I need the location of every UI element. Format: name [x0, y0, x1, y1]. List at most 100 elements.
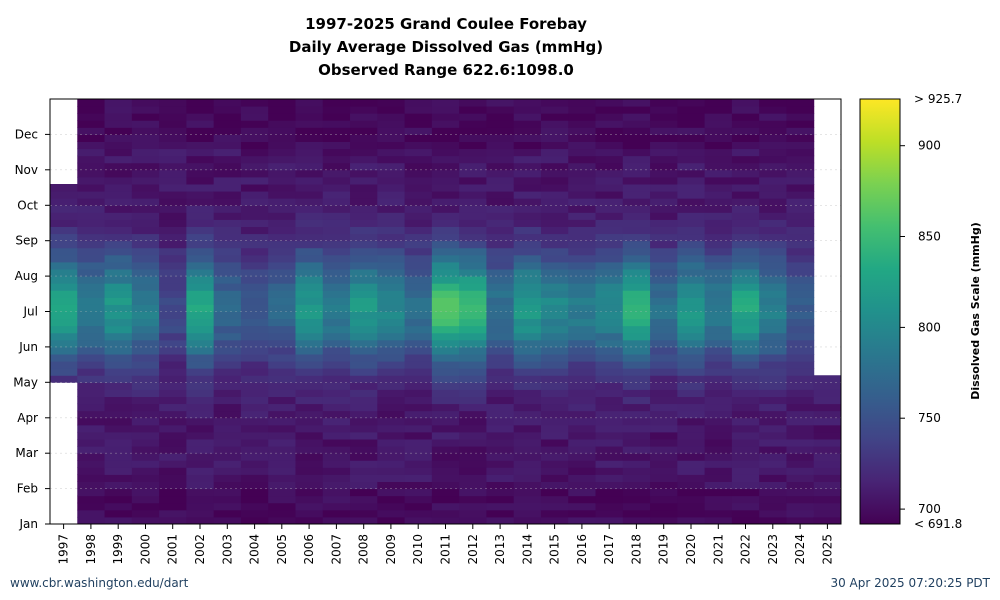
heat-cell	[677, 155, 706, 164]
heat-cell	[650, 509, 678, 518]
heat-cell	[786, 431, 815, 440]
heat-cell	[513, 354, 542, 362]
heat-cell	[677, 120, 706, 128]
x-tick-label: 2004	[248, 534, 262, 565]
heat-cell	[131, 113, 160, 121]
heat-cell	[295, 191, 324, 199]
colorbar	[859, 98, 901, 525]
heat-cell	[50, 261, 78, 270]
heat-cell	[213, 219, 242, 227]
heat-cell	[513, 254, 542, 263]
heat-cell	[268, 431, 296, 440]
heat-cell	[404, 361, 433, 369]
heat-cell	[513, 403, 542, 412]
heat-cell	[731, 226, 760, 235]
heat-cell	[377, 361, 406, 369]
heat-cell	[322, 460, 351, 468]
heat-cell	[677, 431, 706, 440]
heat-cell	[486, 198, 515, 206]
heat-cell	[350, 191, 378, 199]
heat-cell	[731, 410, 760, 419]
heat-cell	[404, 212, 433, 220]
heat-cell	[268, 516, 296, 525]
heat-cell	[268, 141, 296, 150]
heat-cell	[213, 290, 242, 298]
heat-cell	[159, 488, 187, 497]
heat-cell	[186, 304, 215, 312]
heat-cell	[513, 297, 542, 305]
heat-cell	[486, 332, 515, 341]
heat-cell	[622, 410, 651, 419]
heat-cell	[350, 396, 378, 405]
heat-cell	[240, 346, 269, 355]
heat-cell	[568, 474, 597, 482]
heat-cell	[295, 254, 324, 263]
heat-cell	[677, 113, 706, 121]
heat-cell	[568, 127, 597, 135]
heat-cell	[50, 254, 78, 263]
heat-cell	[404, 148, 433, 157]
heat-cell	[186, 240, 215, 249]
heat-cell	[568, 191, 597, 199]
heat-cell	[77, 439, 106, 447]
heat-cell	[213, 431, 242, 440]
heat-cell	[650, 361, 678, 369]
heat-cell	[322, 346, 351, 355]
heat-cell	[350, 460, 378, 468]
heat-cell	[377, 176, 406, 185]
heat-cell	[704, 106, 733, 114]
heat-cell	[486, 361, 515, 369]
heat-cell	[731, 516, 760, 525]
heat-cell	[77, 474, 106, 482]
heat-cell	[704, 191, 733, 199]
footer-timestamp: 30 Apr 2025 07:20:25 PDT	[830, 576, 990, 590]
heat-cell	[786, 233, 815, 242]
heat-cell	[295, 269, 324, 277]
heat-cell	[513, 184, 542, 192]
heat-cell	[131, 219, 160, 227]
heat-cell	[159, 99, 187, 107]
footer-source[interactable]: www.cbr.washington.edu/dart	[10, 576, 189, 590]
heat-cell	[77, 226, 106, 235]
heat-cell	[350, 134, 378, 142]
heat-cell	[77, 346, 106, 355]
heatmap-cells	[50, 99, 842, 525]
heat-cell	[731, 120, 760, 128]
heat-cell	[813, 467, 842, 475]
heat-cell	[240, 325, 269, 334]
heat-cell	[350, 276, 378, 284]
heat-cell	[50, 325, 78, 334]
heat-cell	[186, 247, 215, 256]
heat-cell	[77, 304, 106, 312]
heat-cell	[568, 106, 597, 114]
heat-cell	[131, 509, 160, 518]
heat-cell	[350, 127, 378, 135]
heat-cell	[50, 240, 78, 249]
heat-cell	[813, 474, 842, 482]
heat-cell	[486, 240, 515, 249]
heat-cell	[704, 99, 733, 107]
heat-cell	[159, 368, 187, 376]
heat-cell	[159, 339, 187, 348]
heat-cell	[186, 346, 215, 355]
heat-cell	[322, 205, 351, 213]
x-tick-label: 2009	[384, 534, 398, 565]
heat-cell	[595, 233, 624, 242]
heat-cell	[295, 240, 324, 249]
heat-cell	[377, 304, 406, 312]
heat-cell	[159, 403, 187, 412]
heat-cell	[568, 516, 597, 525]
heat-cell	[513, 304, 542, 312]
heat-cell	[540, 240, 569, 249]
heat-cell	[104, 247, 133, 256]
heat-cell	[431, 304, 460, 312]
heat-cell	[786, 375, 815, 383]
heat-cell	[677, 219, 706, 227]
heat-cell	[240, 474, 269, 482]
heat-cell	[377, 474, 406, 482]
heat-cell	[622, 382, 651, 390]
heat-cell	[268, 439, 296, 447]
heat-cell	[377, 382, 406, 390]
heat-cell	[595, 368, 624, 376]
